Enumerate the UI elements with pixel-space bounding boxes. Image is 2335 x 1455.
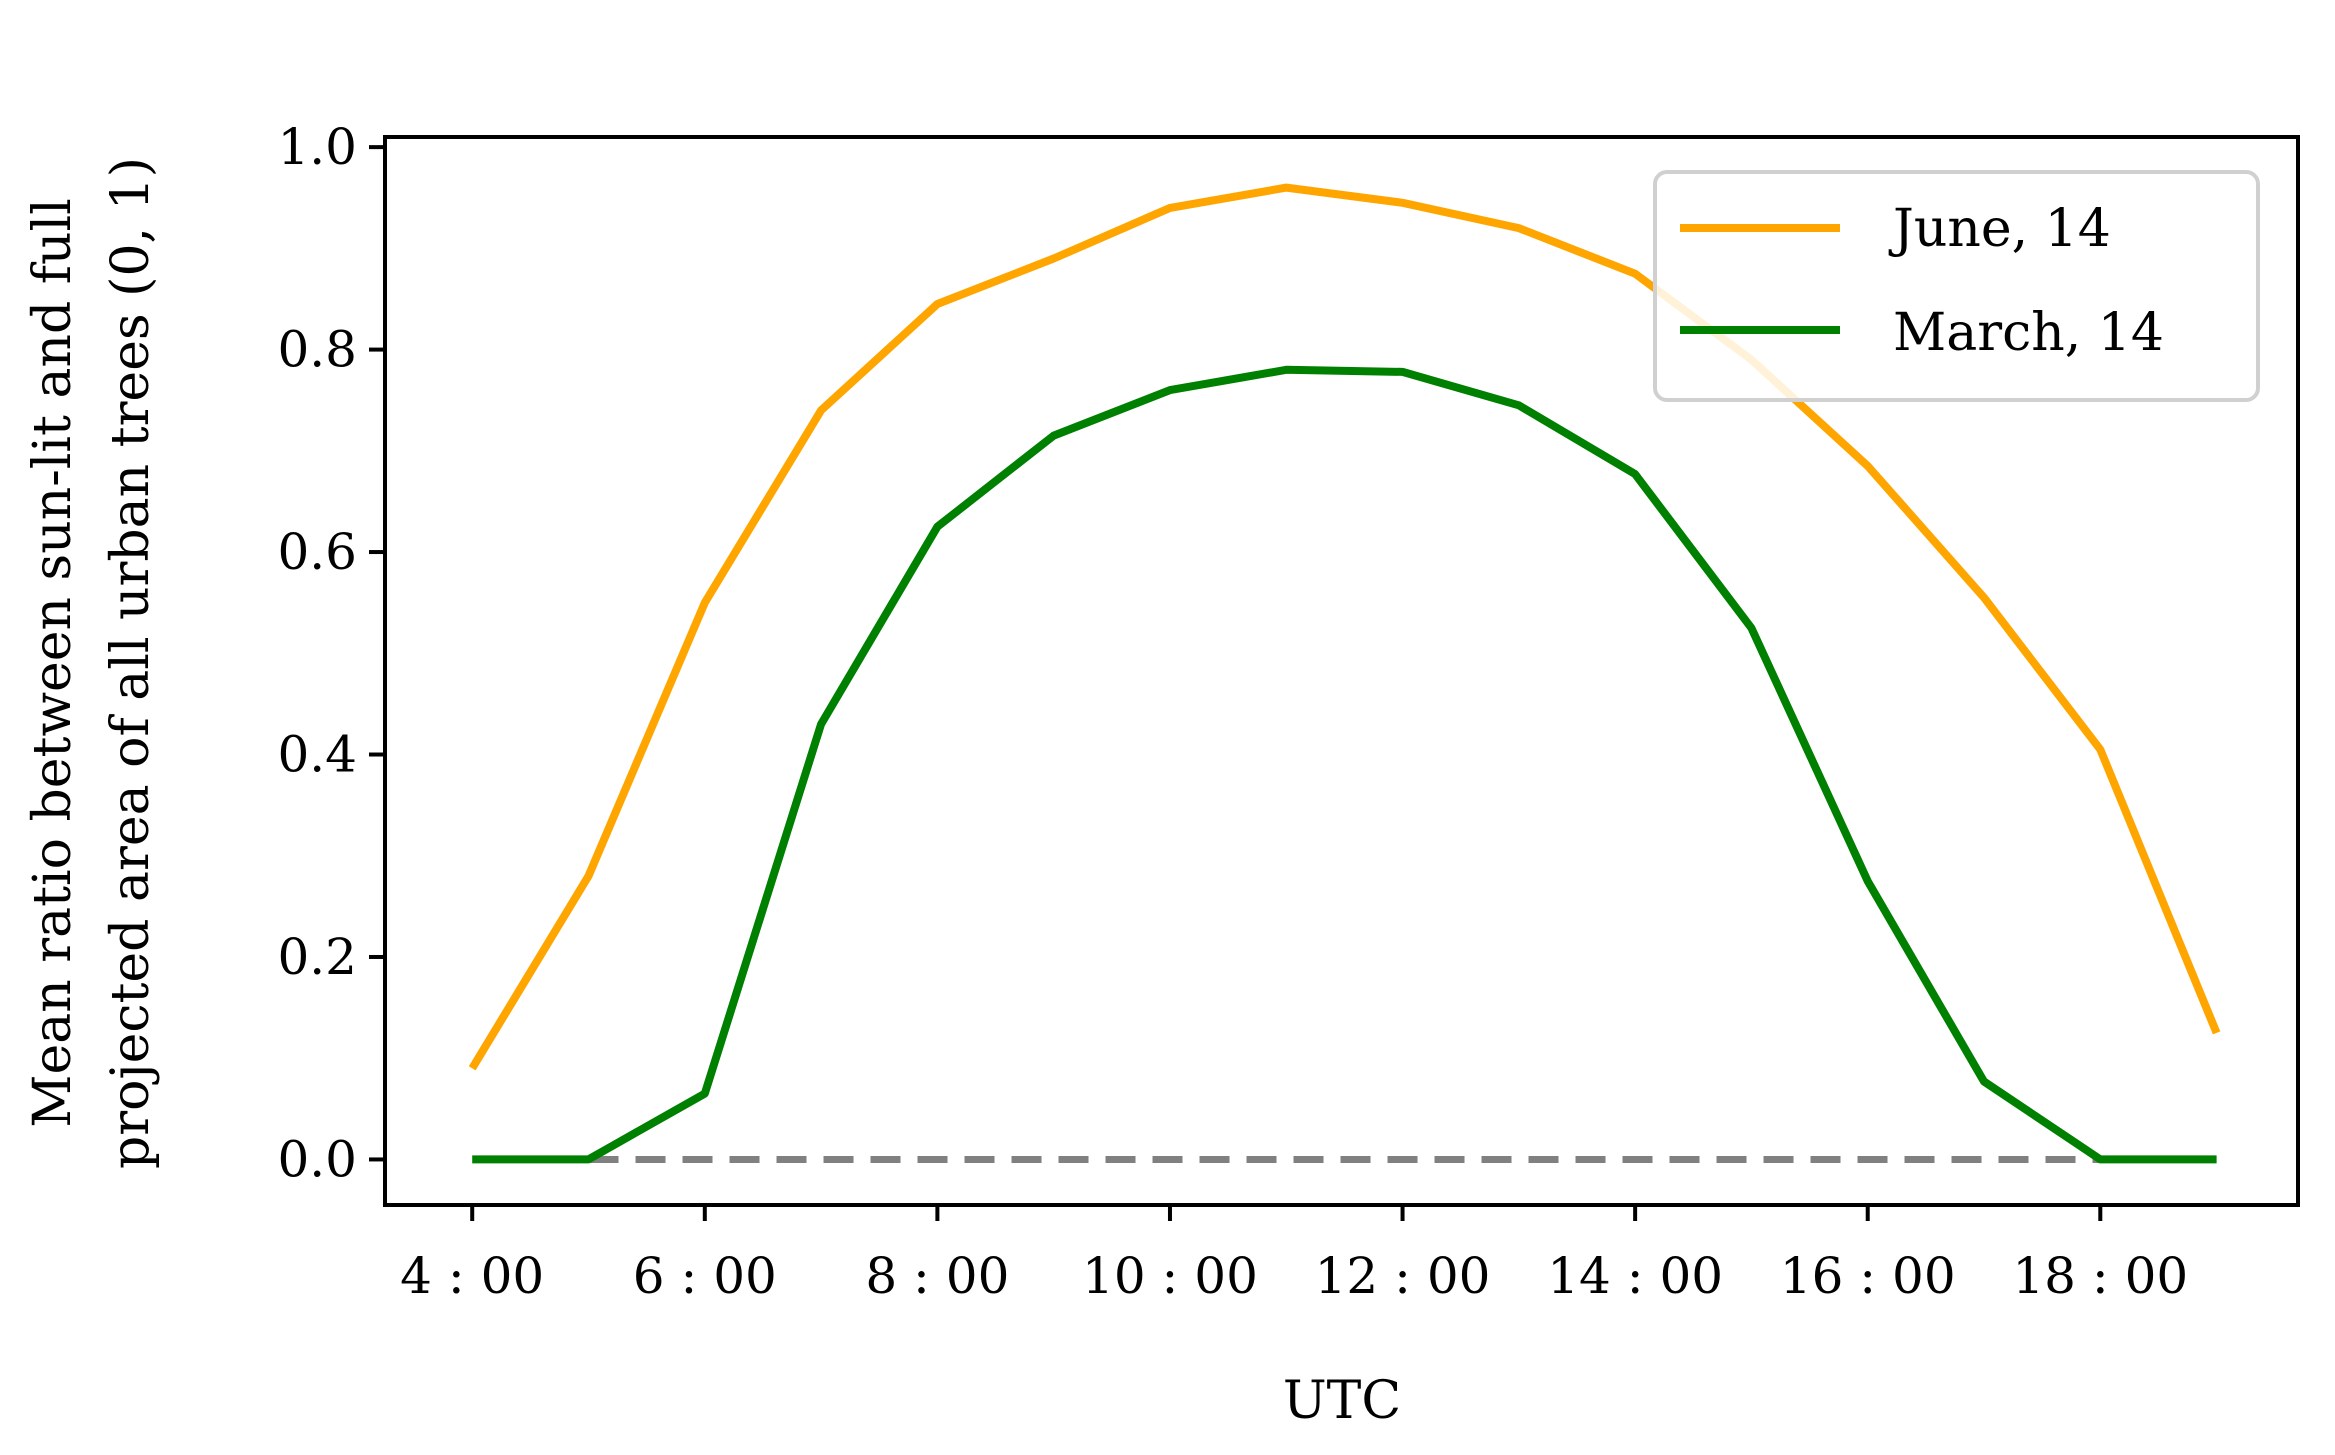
x-tick-label: 12 : 00 [1315,1247,1491,1305]
legend-label-march: March, 14 [1893,303,2164,363]
y-tick-label: 0.8 [277,321,357,379]
x-tick-label: 14 : 00 [1547,1247,1723,1305]
x-tick-label: 6 : 00 [633,1247,777,1305]
legend-label-june: June, 14 [1888,199,2111,259]
y-tick-label: 1.0 [277,118,357,176]
x-tick-label: 18 : 00 [2012,1247,2188,1305]
y-tick-label: 0.2 [277,928,357,986]
series-line-june [468,183,2221,1071]
y-axis-label-line-1: Mean ratio between sun-lit and full [23,198,83,1128]
series-line-march [472,365,2217,1164]
series-layer [468,183,2221,1164]
y-axis-label-line-2: projected area of all urban trees (0, 1) [101,157,161,1169]
x-axis-label: UTC [1283,1371,1401,1431]
legend: June, 14 March, 14 [1653,170,2260,402]
x-tick-label: 16 : 00 [1780,1247,1956,1305]
x-tick-label: 10 : 00 [1082,1247,1258,1305]
axis-ticks: 0.0 0.2 0.4 0.6 0.8 1.0 4 : 00 6 : 00 8 : 00 10 :… [277,118,2188,1305]
y-tick-label: 0.4 [277,726,357,784]
y-tick-label: 0.6 [277,523,357,581]
plot-frame [383,135,2300,1207]
x-tick-label: 8 : 00 [865,1247,1009,1305]
y-tick-label: 0.0 [277,1130,357,1188]
x-tick-label: 4 : 00 [400,1247,544,1305]
